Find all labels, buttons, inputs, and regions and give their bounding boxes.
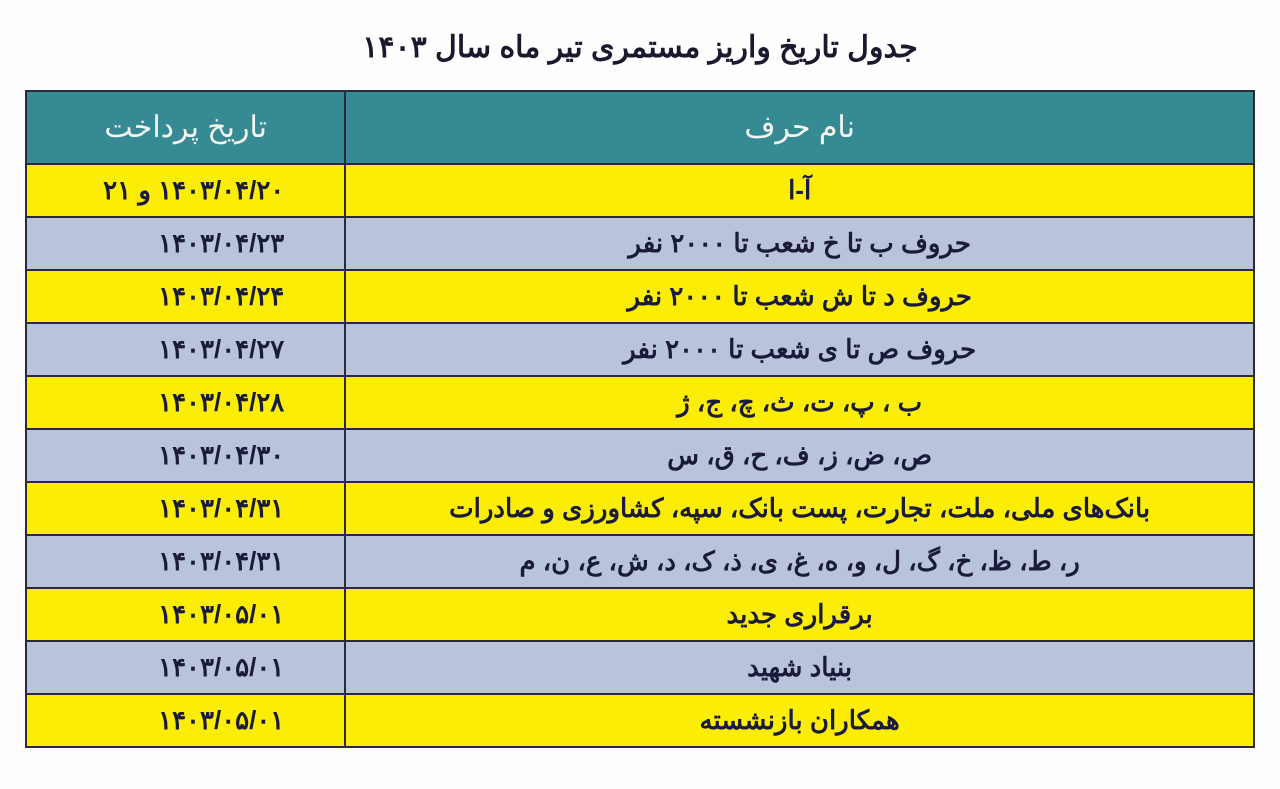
table-row: حروف د تا ش شعب تا ۲۰۰۰ نفر۱۴۰۳/۰۴/۲۴ [26,270,1254,323]
table-row: ر، ط، ظ، خ، گ، ل، و، ه، غ، ی، ذ، ک، د، ش… [26,535,1254,588]
cell-name: حروف ب تا خ شعب تا ۲۰۰۰ نفر [345,217,1254,270]
cell-date: ۱۴۰۳/۰۴/۲۰ و ۲۱ [26,164,345,217]
cell-date: ۱۴۰۳/۰۴/۲۸ [26,376,345,429]
header-date: تاریخ پرداخت [26,91,345,164]
cell-date: ۱۴۰۳/۰۴/۲۷ [26,323,345,376]
table-row: آ-ا۱۴۰۳/۰۴/۲۰ و ۲۱ [26,164,1254,217]
table-row: ص، ض، ز، ف، ح، ق، س۱۴۰۳/۰۴/۳۰ [26,429,1254,482]
cell-name: برقراری جدید [345,588,1254,641]
cell-date: ۱۴۰۳/۰۴/۳۱ [26,535,345,588]
cell-name: بنیاد شهید [345,641,1254,694]
cell-date: ۱۴۰۳/۰۴/۲۳ [26,217,345,270]
cell-date: ۱۴۰۳/۰۴/۳۰ [26,429,345,482]
header-name: نام حرف [345,91,1254,164]
table-row: همکاران بازنشسته۱۴۰۳/۰۵/۰۱ [26,694,1254,747]
cell-name: آ-ا [345,164,1254,217]
table-row: برقراری جدید۱۴۰۳/۰۵/۰۱ [26,588,1254,641]
cell-name: ر، ط، ظ، خ، گ، ل، و، ه، غ، ی، ذ، ک، د، ش… [345,535,1254,588]
payment-schedule-table: نام حرف تاریخ پرداخت آ-ا۱۴۰۳/۰۴/۲۰ و ۲۱ح… [25,90,1255,748]
cell-name: همکاران بازنشسته [345,694,1254,747]
cell-name: ص، ض، ز، ف، ح، ق، س [345,429,1254,482]
cell-date: ۱۴۰۳/۰۴/۲۴ [26,270,345,323]
cell-name: ب ، پ، ت، ث، چ، ج، ژ [345,376,1254,429]
table-row: حروف ب تا خ شعب تا ۲۰۰۰ نفر۱۴۰۳/۰۴/۲۳ [26,217,1254,270]
cell-date: ۱۴۰۳/۰۵/۰۱ [26,694,345,747]
cell-name: حروف د تا ش شعب تا ۲۰۰۰ نفر [345,270,1254,323]
table-row: حروف ص تا ی شعب تا ۲۰۰۰ نفر۱۴۰۳/۰۴/۲۷ [26,323,1254,376]
cell-date: ۱۴۰۳/۰۵/۰۱ [26,641,345,694]
table-row: ب ، پ، ت، ث، چ، ج، ژ۱۴۰۳/۰۴/۲۸ [26,376,1254,429]
cell-date: ۱۴۰۳/۰۵/۰۱ [26,588,345,641]
cell-name: بانک‌های ملی، ملت، تجارت، پست بانک، سپه،… [345,482,1254,535]
table-header-row: نام حرف تاریخ پرداخت [26,91,1254,164]
table-row: بانک‌های ملی، ملت، تجارت، پست بانک، سپه،… [26,482,1254,535]
cell-date: ۱۴۰۳/۰۴/۳۱ [26,482,345,535]
cell-name: حروف ص تا ی شعب تا ۲۰۰۰ نفر [345,323,1254,376]
page-title: جدول تاریخ واریز مستمری تیر ماه سال ۱۴۰۳ [25,30,1255,65]
table-row: بنیاد شهید۱۴۰۳/۰۵/۰۱ [26,641,1254,694]
